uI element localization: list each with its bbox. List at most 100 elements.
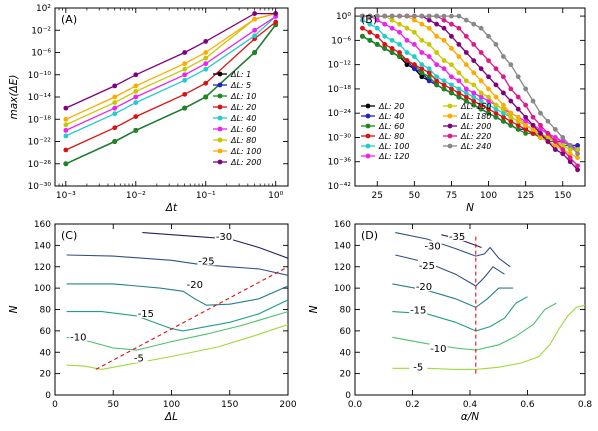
y-tick-label: 10⁻⁴²: [328, 182, 352, 192]
data-point: [567, 155, 573, 161]
data-point: [456, 86, 462, 92]
data-point: [463, 90, 469, 96]
y-tick-label: 60: [40, 327, 52, 337]
data-point: [567, 147, 573, 152]
data-point: [426, 17, 432, 23]
x-tick-label: 0.6: [520, 400, 535, 410]
contour-label: -20: [416, 282, 432, 293]
legend-entry: ΔL: 1: [230, 70, 251, 79]
data-point: [382, 46, 388, 51]
x-axis-label: Δt: [165, 202, 178, 214]
y-tick-label: 120: [34, 263, 51, 273]
data-point: [273, 19, 279, 25]
y-tick-label: 10⁻⁶: [31, 49, 51, 59]
data-point: [463, 86, 469, 92]
legend-entry: ΔL: 120: [378, 152, 409, 161]
data-point: [441, 86, 447, 92]
contour-label-bg: [129, 352, 148, 363]
data-point: [404, 62, 410, 68]
data-point: [112, 139, 118, 144]
data-point: [389, 37, 395, 43]
data-point: [389, 17, 395, 23]
data-point: [374, 25, 380, 31]
data-point: [252, 33, 258, 39]
data-point: [374, 13, 380, 19]
y-tick-label: 140: [34, 241, 51, 251]
data-point: [382, 42, 388, 47]
data-point: [441, 78, 447, 84]
data-point: [419, 21, 425, 27]
contour-line: [392, 304, 585, 370]
data-point: [471, 21, 477, 27]
data-point: [419, 74, 425, 80]
contour-line: [392, 283, 514, 309]
data-point: [515, 74, 521, 80]
data-point: [112, 105, 118, 111]
data-point: [508, 110, 514, 116]
legend-marker: [217, 82, 223, 88]
legend-entry: ΔL: 150: [460, 102, 491, 111]
data-point: [575, 151, 580, 157]
y-tick-label: 120: [334, 263, 351, 273]
data-point: [567, 143, 573, 148]
data-point: [471, 82, 477, 88]
data-point: [203, 80, 209, 86]
contour-label: -5: [134, 354, 144, 365]
data-point: [389, 46, 395, 51]
y-tick-label: 10²: [36, 4, 51, 14]
contour-line: [395, 254, 505, 287]
data-point: [367, 21, 373, 27]
y-tick-label: 80: [40, 306, 52, 316]
data-point: [419, 62, 425, 68]
data-point: [456, 78, 462, 84]
data-point: [434, 33, 440, 39]
data-point: [471, 70, 477, 76]
data-point: [456, 13, 462, 19]
data-point: [508, 122, 514, 128]
panel-b: 25 50 75 100 125 150 10⁻⁴² 10⁻³⁶ 10⁻³⁰ 10⁻²⁴ 10⁻¹⁸…: [328, 7, 586, 214]
data-point: [471, 58, 477, 63]
data-point: [486, 33, 491, 39]
y-tick-label: 80: [340, 306, 352, 316]
legend-marker: [217, 115, 223, 121]
data-point: [182, 77, 188, 83]
y-tick-label: 10⁻²²: [28, 138, 52, 148]
x-tick-label: 0.8: [578, 400, 593, 410]
legend-entry: ΔL: 180: [460, 112, 491, 121]
y-tick-label: 20: [40, 370, 52, 380]
contour-line: [66, 299, 288, 332]
contour-label-bg: [69, 331, 88, 342]
data-point: [133, 100, 139, 105]
contour-line: [66, 254, 288, 276]
data-point: [63, 122, 69, 128]
data-point: [508, 114, 514, 120]
data-point: [112, 94, 118, 100]
data-point: [486, 98, 491, 104]
data-point: [493, 66, 499, 72]
data-point: [411, 62, 417, 68]
data-point: [374, 42, 380, 47]
data-point: [133, 72, 139, 78]
x-axis-label: α/N: [461, 411, 479, 423]
data-point: [500, 90, 506, 96]
data-point: [374, 33, 380, 39]
data-point: [374, 17, 380, 23]
legend-entry: ΔL: 220: [460, 132, 491, 141]
legend-entry: ΔL: 80: [378, 132, 404, 141]
data-point: [538, 135, 543, 140]
x-tick-label: 10⁻²: [126, 191, 146, 201]
data-point: [449, 13, 454, 19]
legend-marker: [365, 113, 371, 119]
contour-label: -30: [216, 232, 232, 243]
contour-label-bg: [423, 240, 442, 251]
plot-area: [63, 11, 279, 167]
legend-entry: ΔL: 100: [378, 142, 409, 151]
contour-label: -25: [198, 256, 214, 267]
data-point: [441, 82, 447, 88]
data-point: [63, 116, 69, 122]
contour-label-bg: [136, 307, 155, 318]
legend-entry: ΔL: 80: [230, 136, 256, 145]
data-point: [478, 50, 484, 55]
data-point: [411, 54, 417, 59]
x-tick-label: 25: [372, 191, 383, 201]
